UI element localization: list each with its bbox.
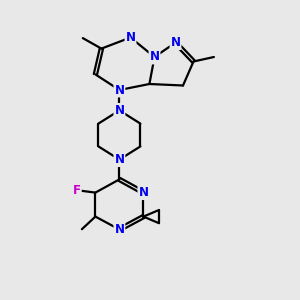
Text: N: N <box>170 36 181 49</box>
Text: F: F <box>73 184 81 197</box>
Text: N: N <box>114 223 124 236</box>
Text: N: N <box>125 31 136 44</box>
Text: N: N <box>149 50 160 64</box>
Text: N: N <box>138 186 148 199</box>
Text: N: N <box>114 83 124 97</box>
Text: N: N <box>114 153 124 166</box>
Text: N: N <box>114 104 124 117</box>
